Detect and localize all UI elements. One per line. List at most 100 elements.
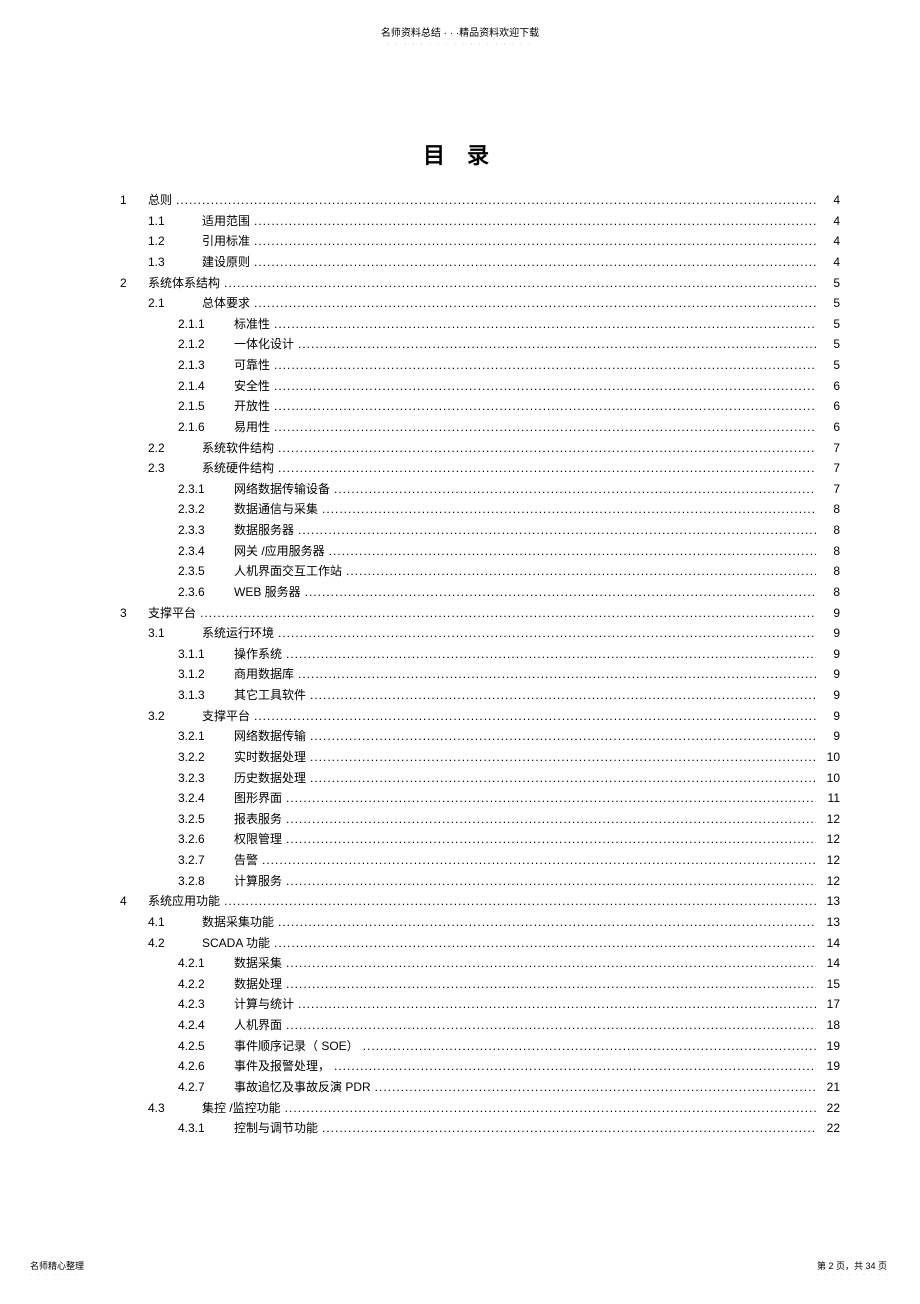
- toc-label: 开放性: [234, 396, 270, 417]
- toc-label: 一体化设计: [234, 334, 294, 355]
- toc-page: 9: [820, 644, 840, 665]
- toc-number: 3.1: [148, 623, 202, 644]
- toc-page: 5: [820, 355, 840, 376]
- toc-number: 4: [120, 891, 148, 912]
- toc-row: 2.1.5开放性6: [120, 396, 840, 417]
- toc-leader-dots: [286, 1015, 816, 1036]
- toc-number: 4.2.7: [178, 1077, 234, 1098]
- toc-leader-dots: [254, 231, 816, 252]
- toc-leader-dots: [310, 726, 816, 747]
- footer-right-sub: · · · · · · · · · ·: [817, 1272, 890, 1278]
- toc-label: 支撑平台: [148, 603, 196, 624]
- toc-row: 2.3.3数据服务器8: [120, 520, 840, 541]
- toc-leader-dots: [285, 1098, 816, 1119]
- toc-label: SCADA 功能: [202, 933, 270, 954]
- toc-number: 4.2.6: [178, 1056, 234, 1077]
- toc-label: 人机界面交互工作站: [234, 561, 342, 582]
- toc-page: 6: [820, 417, 840, 438]
- toc-page: 19: [820, 1036, 840, 1057]
- toc-page: 13: [820, 912, 840, 933]
- toc-label: 总则: [148, 190, 172, 211]
- toc-label: 历史数据处理: [234, 768, 306, 789]
- toc-leader-dots: [286, 829, 816, 850]
- toc-number: 4.2.1: [178, 953, 234, 974]
- toc-page: 12: [820, 829, 840, 850]
- toc-row: 4.3.1控制与调节功能22: [120, 1118, 840, 1139]
- toc-page: 12: [820, 871, 840, 892]
- toc-page: 5: [820, 334, 840, 355]
- toc-label: 总体要求: [202, 293, 250, 314]
- toc-leader-dots: [224, 891, 816, 912]
- toc-row: 2.3.2数据通信与采集8: [120, 499, 840, 520]
- toc-label: 建设原则: [202, 252, 250, 273]
- toc-leader-dots: [286, 788, 816, 809]
- toc-page: 8: [820, 561, 840, 582]
- toc-leader-dots: [254, 252, 816, 273]
- toc-row: 3.2.3历史数据处理 10: [120, 768, 840, 789]
- toc-page: 21: [820, 1077, 840, 1098]
- toc-row: 4.2.7事故追忆及事故反演 PDR21: [120, 1077, 840, 1098]
- toc-page: 18: [820, 1015, 840, 1036]
- toc-page: 17: [820, 994, 840, 1015]
- toc-label: 事件及报警处理，: [234, 1056, 330, 1077]
- toc-label: 支撑平台: [202, 706, 250, 727]
- toc-label: 安全性: [234, 376, 270, 397]
- toc-leader-dots: [305, 582, 816, 603]
- toc-leader-dots: [200, 603, 816, 624]
- toc-number: 2.3.4: [178, 541, 234, 562]
- toc-number: 3.2.4: [178, 788, 234, 809]
- toc-page: 4: [820, 190, 840, 211]
- toc-leader-dots: [298, 994, 816, 1015]
- toc-row: 4.3集控 /监控功能22: [120, 1098, 840, 1119]
- toc-number: 3.1.3: [178, 685, 234, 706]
- toc-label: 网关 /应用服务器: [234, 541, 325, 562]
- toc-row: 3.1系统运行环境9: [120, 623, 840, 644]
- toc-number: 2.3.5: [178, 561, 234, 582]
- toc-number: 1: [120, 190, 148, 211]
- toc-label: 商用数据库: [234, 664, 294, 685]
- toc-number: 2.2: [148, 438, 202, 459]
- toc-number: 2.1: [148, 293, 202, 314]
- header-sub: · · · · · · · · · · · · · · · · · ·: [0, 41, 920, 48]
- toc-row: 3.1.2商用数据库9: [120, 664, 840, 685]
- toc-number: 2.3.3: [178, 520, 234, 541]
- toc-label: 人机界面: [234, 1015, 282, 1036]
- toc-leader-dots: [274, 396, 816, 417]
- toc-leader-dots: [262, 850, 816, 871]
- footer-left-text: 名师精心整理: [30, 1259, 84, 1272]
- toc-leader-dots: [286, 809, 816, 830]
- toc-page: 6: [820, 376, 840, 397]
- toc-number: 4.2: [148, 933, 202, 954]
- toc-number: 4.2.3: [178, 994, 234, 1015]
- toc-label: 系统应用功能: [148, 891, 220, 912]
- toc-number: 1.2: [148, 231, 202, 252]
- toc-row: 3.1.3其它工具软件9: [120, 685, 840, 706]
- footer-left-sub: · · · · · · ·: [30, 1272, 84, 1278]
- toc-page: 10: [820, 768, 840, 789]
- toc-row: 1.1适用范围4: [120, 211, 840, 232]
- toc-number: 2.3: [148, 458, 202, 479]
- toc-number: 3: [120, 603, 148, 624]
- toc-number: 2.3.1: [178, 479, 234, 500]
- toc-leader-dots: [274, 355, 816, 376]
- toc-number: 3.2.2: [178, 747, 234, 768]
- toc-page: 8: [820, 499, 840, 520]
- toc-row: 2.1.2一体化设计5: [120, 334, 840, 355]
- toc-page: 19: [820, 1056, 840, 1077]
- toc-row: 2.1.4安全性6: [120, 376, 840, 397]
- toc-page: 8: [820, 582, 840, 603]
- toc-label: 系统运行环境: [202, 623, 274, 644]
- toc-leader-dots: [278, 438, 816, 459]
- toc-page: 9: [820, 685, 840, 706]
- toc-number: 3.2.6: [178, 829, 234, 850]
- header-top: 名师资料总结 · · ·精品资料欢迎下载: [0, 0, 920, 39]
- toc-leader-dots: [329, 541, 816, 562]
- toc-leader-dots: [274, 417, 816, 438]
- toc-label: 可靠性: [234, 355, 270, 376]
- toc-row: 2.3.1网络数据传输设备7: [120, 479, 840, 500]
- toc-row: 2.3.5人机界面交互工作站 8: [120, 561, 840, 582]
- toc-number: 3.2.3: [178, 768, 234, 789]
- toc-label: 图形界面: [234, 788, 282, 809]
- toc-number: 3.2.5: [178, 809, 234, 830]
- toc-label: 报表服务: [234, 809, 282, 830]
